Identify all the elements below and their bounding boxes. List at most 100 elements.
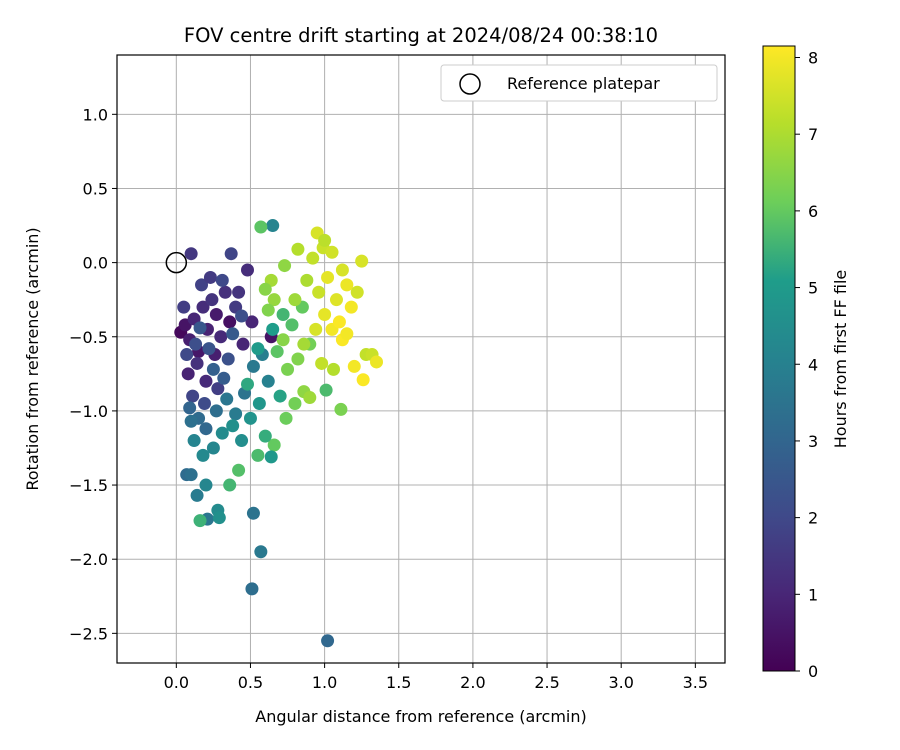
data-point-114 [355, 254, 369, 268]
y-tick-label-6: −2.0 [69, 550, 108, 569]
data-point-7 [205, 293, 219, 307]
data-point-106 [300, 273, 314, 287]
data-point-130 [276, 333, 290, 347]
data-point-89 [281, 362, 295, 376]
plot-frame [116, 54, 726, 664]
data-point-70 [266, 219, 280, 233]
data-point-126 [315, 356, 329, 370]
data-point-86 [285, 318, 299, 332]
data-point-81 [273, 389, 287, 403]
data-point-129 [288, 293, 302, 307]
data-point-51 [187, 434, 201, 448]
data-point-11 [223, 315, 237, 329]
colorbar-tick-label-7: 7 [808, 125, 818, 144]
data-point-90 [291, 352, 305, 366]
data-point-80 [264, 450, 278, 464]
data-point-9 [214, 330, 228, 344]
y-tick-label-2: 0.0 [83, 254, 108, 273]
y-axis-ticks: 1.0 0.5 0.0 −0.5 −1.0 −1.5 −2.0 −2.5 [69, 105, 117, 643]
grid [117, 55, 725, 663]
x-tick-label-7: 3.5 [683, 673, 708, 692]
colorbar-tick-label-5: 5 [808, 279, 818, 298]
x-tick-label-0: 0.0 [164, 673, 189, 692]
data-point-17 [181, 367, 195, 381]
data-point-127 [327, 362, 341, 376]
y-axis-label: Rotation from reference (arcmin) [23, 227, 42, 490]
data-point-100 [291, 242, 305, 256]
data-point-93 [334, 402, 348, 416]
data-point-83 [251, 342, 265, 356]
x-tick-label-2: 1.0 [312, 673, 337, 692]
x-tick-label-4: 2.0 [460, 673, 485, 692]
data-point-57 [243, 411, 257, 425]
data-point-77 [279, 411, 293, 425]
x-axis-ticks: 0.0 0.5 1.0 1.5 2.0 2.5 3.0 3.5 [164, 663, 708, 692]
y-tick-label-1: 0.5 [83, 179, 108, 198]
data-point-123 [340, 327, 354, 341]
data-point-24 [215, 273, 229, 287]
data-point-79 [258, 429, 272, 443]
data-point-18 [190, 356, 204, 370]
data-point-53 [206, 441, 220, 455]
legend-marker-reference-platepar [459, 73, 481, 95]
data-point-45 [220, 392, 234, 406]
data-point-26 [245, 315, 259, 329]
legend-box [440, 64, 718, 102]
colorbar-tick-label-1: 1 [808, 585, 818, 604]
data-point-111 [340, 278, 354, 292]
data-point-66 [246, 506, 260, 520]
data-point-109 [329, 293, 343, 307]
data-point-98 [267, 293, 281, 307]
data-point-60 [184, 468, 198, 482]
data-point-29 [197, 396, 211, 410]
x-tick-label-6: 3.0 [608, 673, 633, 692]
data-point-28 [186, 389, 200, 403]
data-point-39 [217, 371, 231, 385]
data-point-88 [270, 345, 284, 359]
data-point-95 [303, 391, 317, 405]
data-point-62 [199, 478, 213, 492]
data-point-42 [184, 414, 198, 428]
data-point-58 [252, 396, 266, 410]
data-point-22 [195, 278, 209, 292]
data-point-74 [232, 463, 246, 477]
data-point-5 [196, 300, 210, 314]
data-point-124 [318, 308, 332, 322]
x-tick-label-5: 2.5 [534, 673, 559, 692]
data-point-75 [251, 448, 265, 462]
y-tick-label-4: −1.0 [69, 402, 108, 421]
data-point-31 [189, 337, 203, 351]
data-point-43 [199, 422, 213, 436]
x-tick-label-1: 0.5 [238, 673, 263, 692]
data-point-50 [261, 374, 275, 388]
data-point-71 [254, 220, 268, 234]
scatter-points [174, 219, 384, 648]
data-point-119 [347, 359, 361, 373]
data-point-72 [193, 514, 207, 528]
data-point-46 [229, 407, 243, 421]
data-point-92 [319, 383, 333, 397]
data-point-48 [246, 359, 260, 373]
data-point-56 [235, 434, 249, 448]
data-point-61 [190, 488, 204, 502]
data-point-69 [321, 634, 335, 648]
data-point-101 [306, 251, 320, 265]
colorbar-tick-label-6: 6 [808, 202, 818, 221]
data-point-38 [206, 362, 220, 376]
data-point-107 [312, 285, 326, 299]
colorbar-ticks: 0 1 2 3 4 5 6 7 8 [795, 49, 818, 681]
data-point-35 [193, 321, 207, 335]
data-point-82 [240, 377, 254, 391]
data-point-84 [266, 322, 280, 336]
colorbar-label: Hours from first FF file [831, 270, 850, 449]
data-point-118 [356, 373, 370, 387]
data-point-15 [184, 247, 198, 261]
data-point-8 [209, 308, 223, 322]
data-point-14 [240, 263, 254, 277]
data-point-96 [278, 259, 292, 273]
data-point-40 [183, 401, 197, 415]
data-point-30 [211, 382, 225, 396]
data-point-55 [226, 419, 240, 433]
data-point-122 [332, 315, 346, 329]
